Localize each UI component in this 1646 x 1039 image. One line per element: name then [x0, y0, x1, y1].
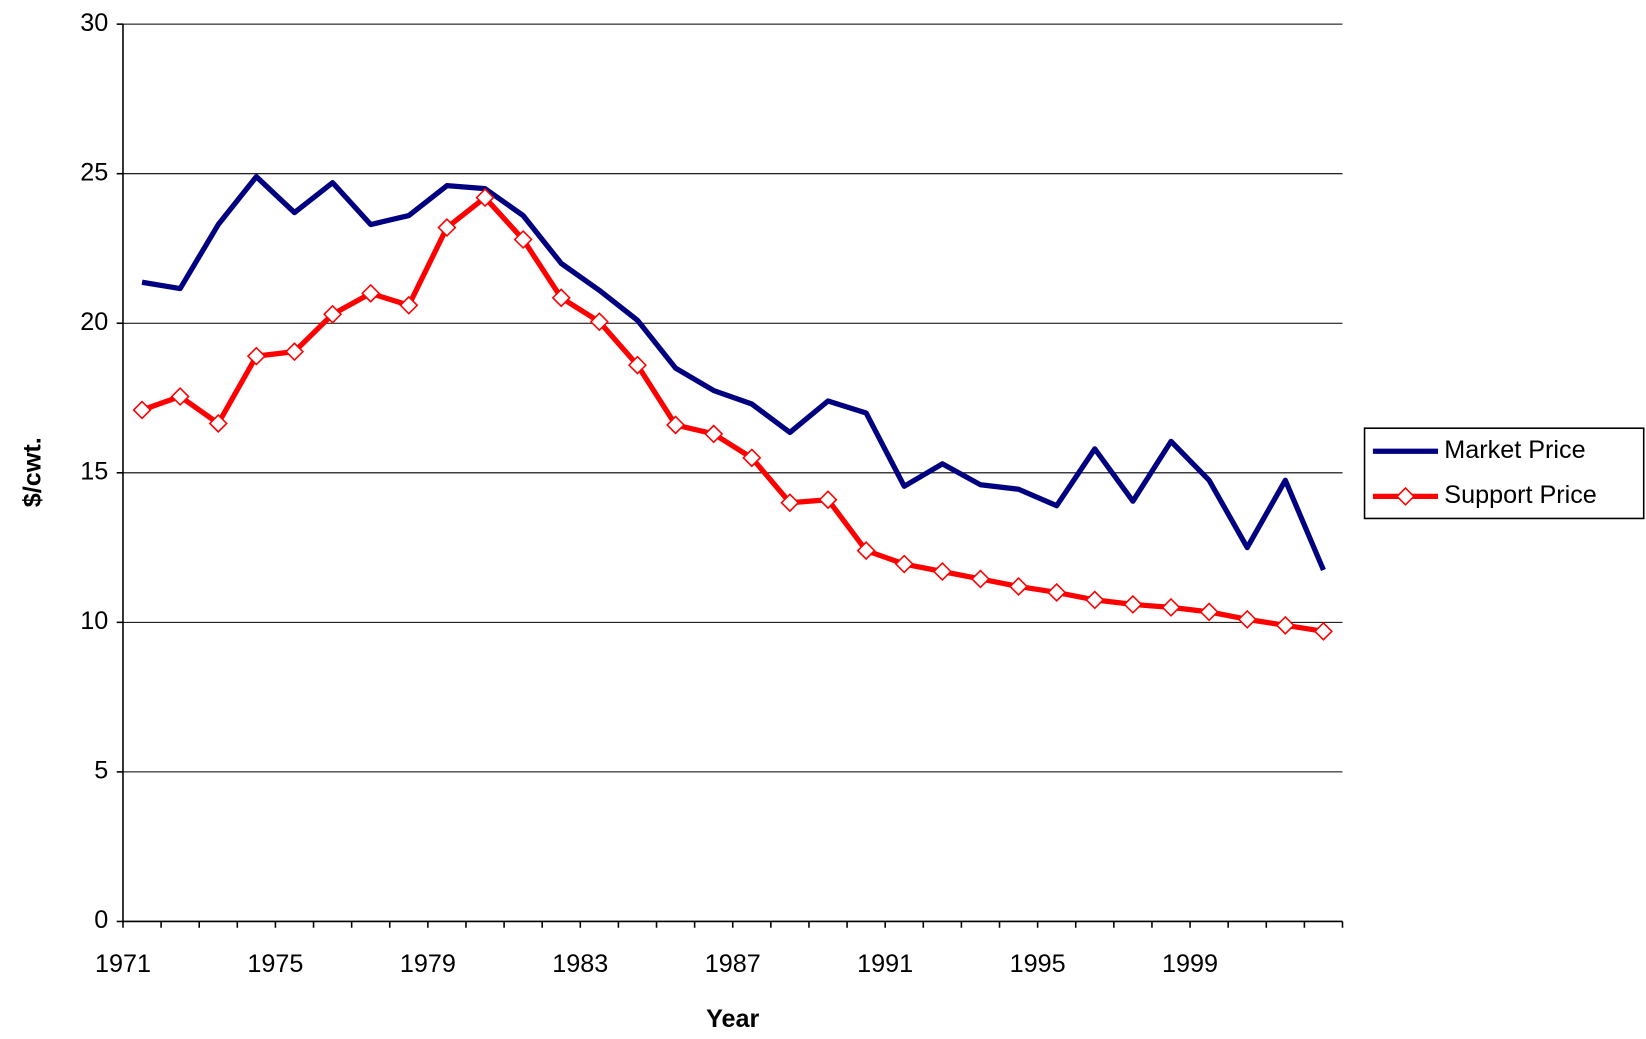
data-point: [208, 413, 228, 433]
data-point: [246, 346, 266, 366]
series-line: [141, 194, 1324, 634]
data-point: [284, 342, 304, 362]
y-tick-label: 10: [80, 607, 108, 635]
y-axis-label: $/cwt.: [18, 437, 46, 507]
x-tick-label: 1971: [95, 950, 151, 978]
x-tick-label: 1979: [400, 950, 456, 978]
legend-marker: [1395, 486, 1415, 506]
legend-label: Market Price: [1444, 436, 1585, 464]
data-point: [1123, 594, 1143, 614]
x-tick-label: 1999: [1162, 950, 1218, 978]
x-tick-label: 1983: [552, 950, 608, 978]
data-point: [742, 448, 762, 468]
x-tick-label: 1995: [1010, 950, 1066, 978]
data-point: [1275, 615, 1295, 635]
data-point: [1161, 597, 1181, 617]
x-tick-label: 1987: [705, 950, 761, 978]
data-point: [856, 541, 876, 561]
data-point: [1199, 602, 1219, 622]
data-point: [1237, 609, 1257, 629]
data-point: [589, 312, 609, 332]
data-point: [475, 188, 495, 208]
data-point: [1047, 582, 1067, 602]
y-tick-label: 5: [94, 757, 108, 785]
x-tick-label: 1991: [857, 950, 913, 978]
data-point: [1313, 621, 1333, 641]
data-point: [551, 288, 571, 308]
data-point: [704, 424, 724, 444]
data-point: [970, 569, 990, 589]
data-point: [170, 387, 190, 407]
data-point: [132, 400, 152, 420]
data-point: [361, 283, 381, 303]
data-point: [437, 218, 457, 238]
legend-box: [1363, 427, 1645, 520]
data-point: [666, 415, 686, 435]
data-point: [818, 490, 838, 510]
data-point: [627, 355, 647, 375]
y-tick-label: 20: [80, 308, 108, 336]
data-point: [323, 304, 343, 324]
data-point: [894, 554, 914, 574]
data-point: [513, 229, 533, 250]
y-tick-label: 15: [80, 457, 108, 485]
y-tick-label: 0: [94, 906, 108, 934]
data-point: [1009, 576, 1029, 596]
series-line: [141, 174, 1326, 572]
y-tick-label: 25: [80, 158, 108, 186]
data-point: [1085, 590, 1105, 610]
x-axis-label: Year: [706, 1005, 759, 1033]
data-point: [780, 493, 800, 513]
x-tick-label: 1975: [247, 950, 303, 978]
data-point: [399, 295, 419, 315]
legend-label: Support Price: [1444, 481, 1597, 509]
y-tick-label: 30: [80, 9, 108, 37]
data-point: [932, 561, 952, 582]
